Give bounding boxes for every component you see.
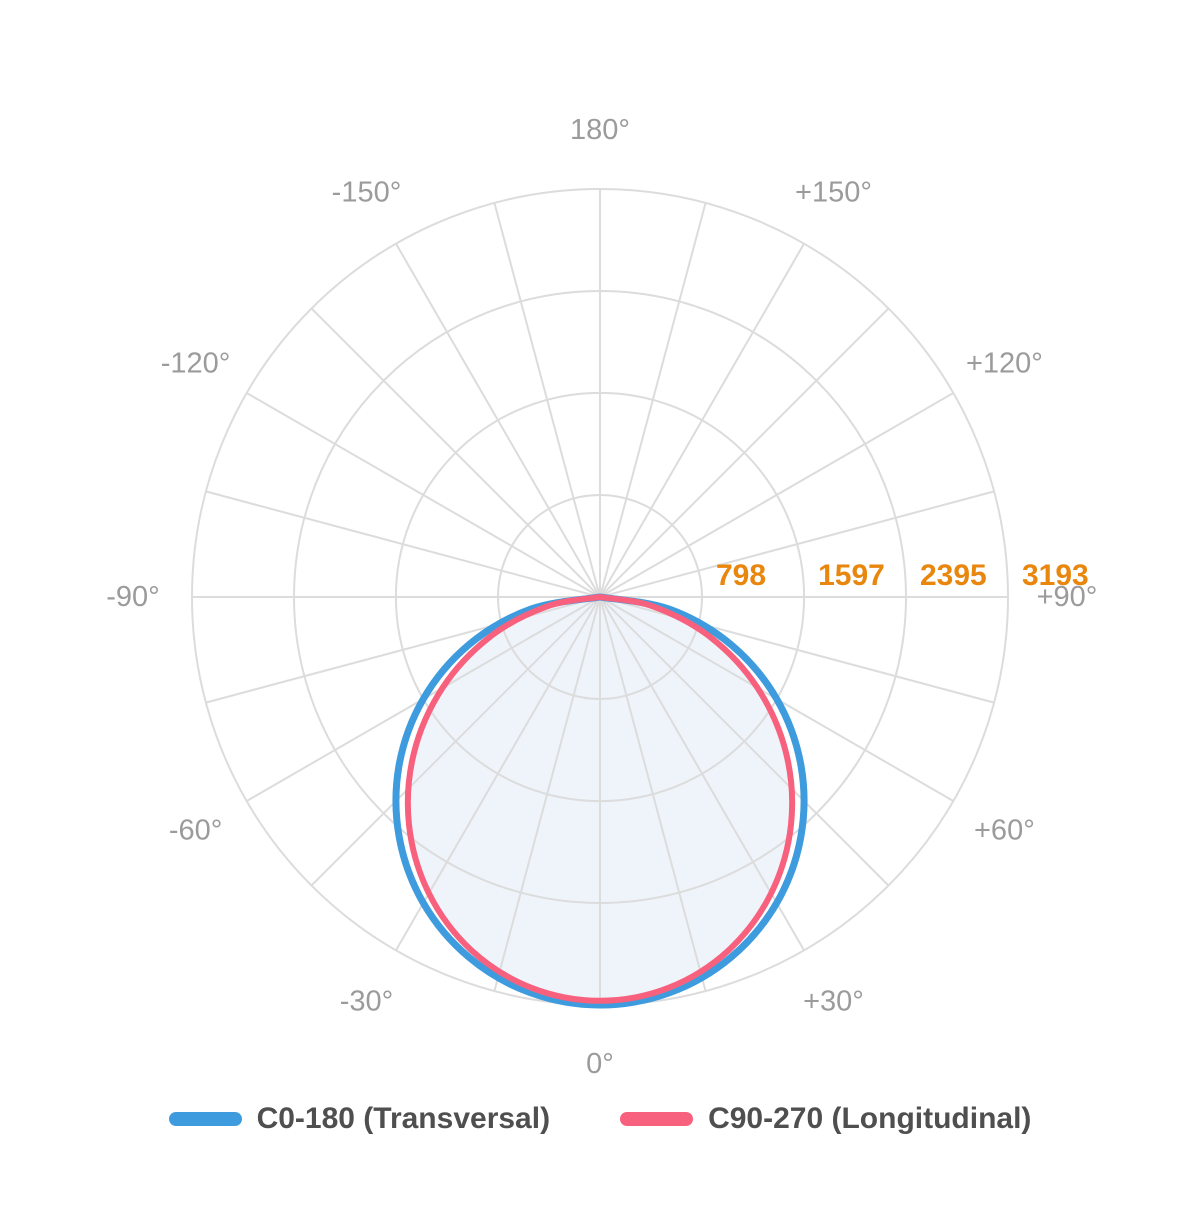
radial-tick-labels: 798 1597 2395 3193: [716, 559, 1089, 592]
angle-label: +120°: [966, 348, 1043, 380]
angle-tick-labels: 0° +30° +60° +90° +120° +150° 180° -150° -120° -9…: [106, 114, 1097, 1080]
angle-label: -120°: [161, 348, 231, 380]
legend-item-c90-270[interactable]: C90-270 (Longitudinal): [620, 1102, 1031, 1136]
angle-label: 0°: [586, 1048, 614, 1080]
legend-label-c0-180: C0-180 (Transversal): [256, 1102, 551, 1135]
radial-tick-label: 798: [716, 559, 766, 592]
radial-tick-label: 1597: [818, 559, 885, 592]
angle-label: +150°: [795, 177, 872, 209]
angle-label: 180°: [570, 114, 630, 146]
angle-label: -30°: [340, 985, 394, 1017]
legend-item-c0-180[interactable]: C0-180 (Transversal): [168, 1102, 551, 1136]
legend-swatch-c90-270: [620, 1112, 694, 1126]
legend-label-c90-270: C90-270 (Longitudinal): [708, 1102, 1032, 1135]
series-curve-c90-270: [404, 594, 796, 1004]
angle-label: +60°: [974, 815, 1035, 847]
radial-tick-label: 3193: [1022, 559, 1089, 592]
angle-label: +90°: [1037, 581, 1098, 613]
angle-label: +30°: [803, 985, 864, 1017]
legend-swatch-c0-180: [168, 1112, 242, 1126]
angle-label: -90°: [106, 581, 160, 613]
series-curve-c0-180: [392, 593, 808, 1009]
radial-tick-label: 2395: [920, 559, 987, 592]
angle-label: -60°: [169, 815, 223, 847]
chart-legend: C0-180 (Transversal) C90-270 (Longitudin…: [0, 1102, 1200, 1136]
angle-label: -150°: [332, 177, 402, 209]
series-curves-layer: [392, 593, 808, 1009]
